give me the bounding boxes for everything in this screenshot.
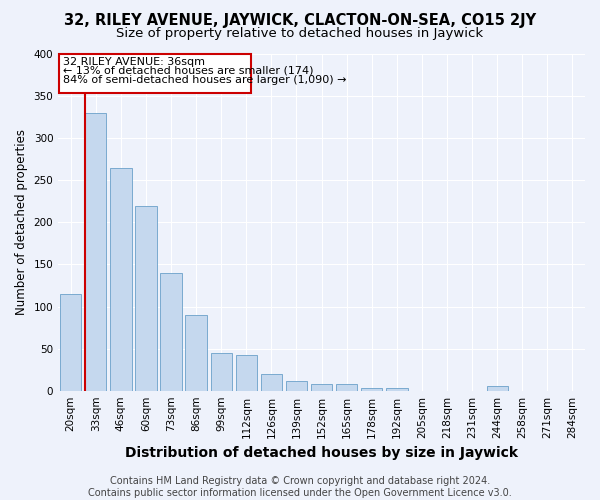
- Bar: [361, 388, 382, 390]
- Bar: [59, 54, 251, 92]
- Bar: [211, 353, 232, 391]
- Text: 84% of semi-detached houses are larger (1,090) →: 84% of semi-detached houses are larger (…: [63, 75, 347, 85]
- Text: ← 13% of detached houses are smaller (174): ← 13% of detached houses are smaller (17…: [63, 66, 314, 76]
- Bar: [85, 113, 106, 390]
- Text: Size of property relative to detached houses in Jaywick: Size of property relative to detached ho…: [116, 28, 484, 40]
- Bar: [487, 386, 508, 390]
- Bar: [185, 315, 207, 390]
- X-axis label: Distribution of detached houses by size in Jaywick: Distribution of detached houses by size …: [125, 446, 518, 460]
- Bar: [136, 206, 157, 390]
- Bar: [386, 388, 407, 390]
- Text: 32, RILEY AVENUE, JAYWICK, CLACTON-ON-SEA, CO15 2JY: 32, RILEY AVENUE, JAYWICK, CLACTON-ON-SE…: [64, 12, 536, 28]
- Y-axis label: Number of detached properties: Number of detached properties: [15, 130, 28, 316]
- Text: Contains HM Land Registry data © Crown copyright and database right 2024.
Contai: Contains HM Land Registry data © Crown c…: [88, 476, 512, 498]
- Text: 32 RILEY AVENUE: 36sqm: 32 RILEY AVENUE: 36sqm: [63, 56, 205, 66]
- Bar: [261, 374, 282, 390]
- Bar: [110, 168, 131, 390]
- Bar: [286, 380, 307, 390]
- Bar: [336, 384, 358, 390]
- Bar: [60, 294, 82, 390]
- Bar: [311, 384, 332, 390]
- Bar: [236, 356, 257, 390]
- Bar: [160, 273, 182, 390]
